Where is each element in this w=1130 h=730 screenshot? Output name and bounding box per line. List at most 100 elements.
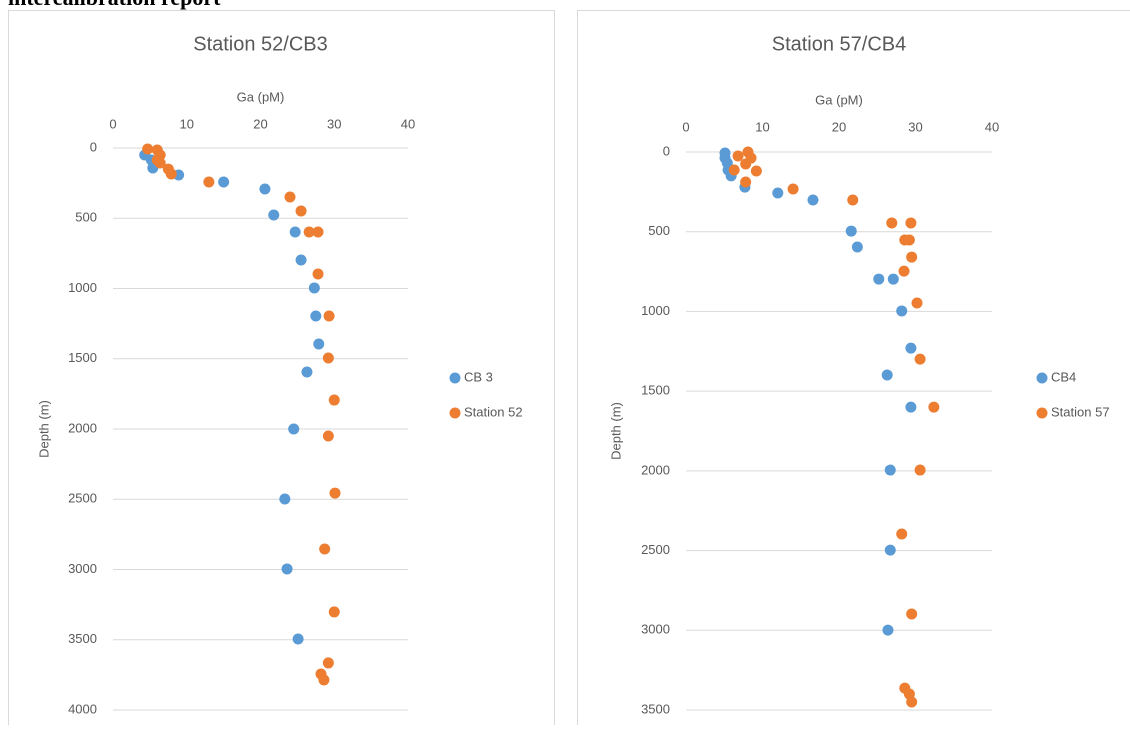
x-tick-label: 30 xyxy=(908,119,922,134)
y-tick-label: 2500 xyxy=(68,491,97,506)
point xyxy=(282,563,293,574)
point xyxy=(733,150,744,161)
y-tick-label: 1000 xyxy=(68,280,97,295)
y-tick-label: 3000 xyxy=(68,561,97,576)
point xyxy=(915,465,926,476)
x-tick-label: 0 xyxy=(682,119,689,134)
legend-marker xyxy=(450,373,461,384)
point xyxy=(904,235,915,246)
legend-marker xyxy=(1037,408,1048,419)
point xyxy=(293,634,304,645)
x-tick-label: 10 xyxy=(755,119,769,134)
point xyxy=(873,274,884,285)
x-tick-label: 0 xyxy=(109,116,116,131)
y-tick-label: 500 xyxy=(648,223,670,238)
point xyxy=(313,338,324,349)
point xyxy=(906,697,917,708)
point xyxy=(807,194,818,205)
point xyxy=(218,177,229,188)
point xyxy=(882,370,893,381)
point xyxy=(323,657,334,668)
y-tick-label: 1500 xyxy=(68,350,97,365)
x-tick-label: 20 xyxy=(253,116,267,131)
y-tick-label: 500 xyxy=(75,210,97,225)
point xyxy=(319,543,330,554)
point xyxy=(847,194,858,205)
point xyxy=(166,168,177,179)
point xyxy=(324,311,335,322)
point xyxy=(846,226,857,237)
point xyxy=(928,402,939,413)
point xyxy=(296,205,307,216)
chart-panel xyxy=(9,11,555,726)
x-tick-label: 20 xyxy=(832,119,846,134)
point xyxy=(329,606,340,617)
point xyxy=(772,187,783,198)
y-tick-label: 3500 xyxy=(68,631,97,646)
legend-marker xyxy=(1037,373,1048,384)
x-tick-label: 40 xyxy=(985,119,999,134)
point xyxy=(268,210,279,221)
y-axis-label: Depth (m) xyxy=(36,400,51,458)
point xyxy=(740,158,751,169)
point xyxy=(285,192,296,203)
x-axis-label: Ga (pM) xyxy=(237,89,285,104)
point xyxy=(888,274,899,285)
point xyxy=(296,254,307,265)
y-tick-label: 1000 xyxy=(641,303,670,318)
legend-marker xyxy=(450,408,461,419)
point xyxy=(323,431,334,442)
x-tick-label: 10 xyxy=(180,116,194,131)
point xyxy=(329,488,340,499)
legend-label: CB 3 xyxy=(464,369,493,384)
point xyxy=(142,143,153,154)
chart-title: Station 52/CB3 xyxy=(193,33,328,55)
y-tick-label: 0 xyxy=(90,139,97,154)
x-axis-label: Ga (pM) xyxy=(815,92,863,107)
point xyxy=(912,297,923,308)
point xyxy=(740,176,751,187)
y-tick-label: 2000 xyxy=(641,462,670,477)
point xyxy=(788,183,799,194)
point xyxy=(259,184,270,195)
point xyxy=(899,266,910,277)
y-tick-label: 2500 xyxy=(641,542,670,557)
point xyxy=(906,252,917,263)
legend-label: Station 52 xyxy=(464,404,523,419)
point xyxy=(915,354,926,365)
x-tick-label: 30 xyxy=(327,116,341,131)
report-header: intercalibration report xyxy=(8,0,221,10)
point xyxy=(882,625,893,636)
point xyxy=(288,424,299,435)
point xyxy=(203,177,214,188)
point xyxy=(309,282,320,293)
point xyxy=(885,545,896,556)
point xyxy=(886,217,897,228)
point xyxy=(729,165,740,176)
point xyxy=(905,402,916,413)
point xyxy=(896,305,907,316)
y-tick-label: 0 xyxy=(663,143,670,158)
legend-label: Station 57 xyxy=(1051,404,1110,419)
chart-title: Station 57/CB4 xyxy=(772,33,907,55)
point xyxy=(852,242,863,253)
point xyxy=(751,165,762,176)
x-tick-label: 40 xyxy=(401,116,415,131)
y-axis-label: Depth (m) xyxy=(608,402,623,460)
point xyxy=(301,366,312,377)
point xyxy=(290,227,301,238)
y-tick-label: 3500 xyxy=(641,701,670,716)
y-tick-label: 3000 xyxy=(641,622,670,637)
legend-label: CB4 xyxy=(1051,369,1076,384)
y-tick-label: 1500 xyxy=(641,383,670,398)
chart-panel xyxy=(578,11,1130,726)
point xyxy=(313,269,324,280)
point xyxy=(896,528,907,539)
y-tick-label: 4000 xyxy=(68,701,97,716)
point xyxy=(885,465,896,476)
point xyxy=(318,674,329,685)
point xyxy=(906,609,917,620)
point xyxy=(905,343,916,354)
